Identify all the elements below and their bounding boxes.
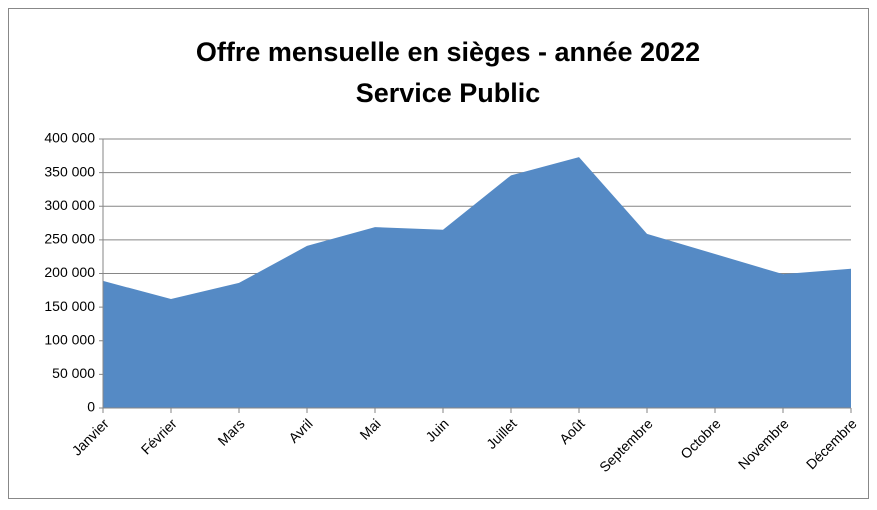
y-tick-label: 0 bbox=[87, 399, 95, 415]
y-tick-label: 300 000 bbox=[44, 197, 95, 213]
y-tick-label: 100 000 bbox=[44, 331, 95, 347]
y-tick-label: 50 000 bbox=[52, 365, 95, 381]
chart-title: Offre mensuelle en sièges - année 2022 bbox=[196, 37, 700, 67]
y-tick-label: 200 000 bbox=[44, 264, 95, 280]
y-tick-label: 400 000 bbox=[44, 130, 95, 146]
chart-subtitle: Service Public bbox=[356, 78, 541, 108]
y-tick-label: 250 000 bbox=[44, 231, 95, 247]
area bbox=[103, 157, 851, 408]
y-tick-label: 350 000 bbox=[44, 163, 95, 179]
y-tick-label: 150 000 bbox=[44, 298, 95, 314]
